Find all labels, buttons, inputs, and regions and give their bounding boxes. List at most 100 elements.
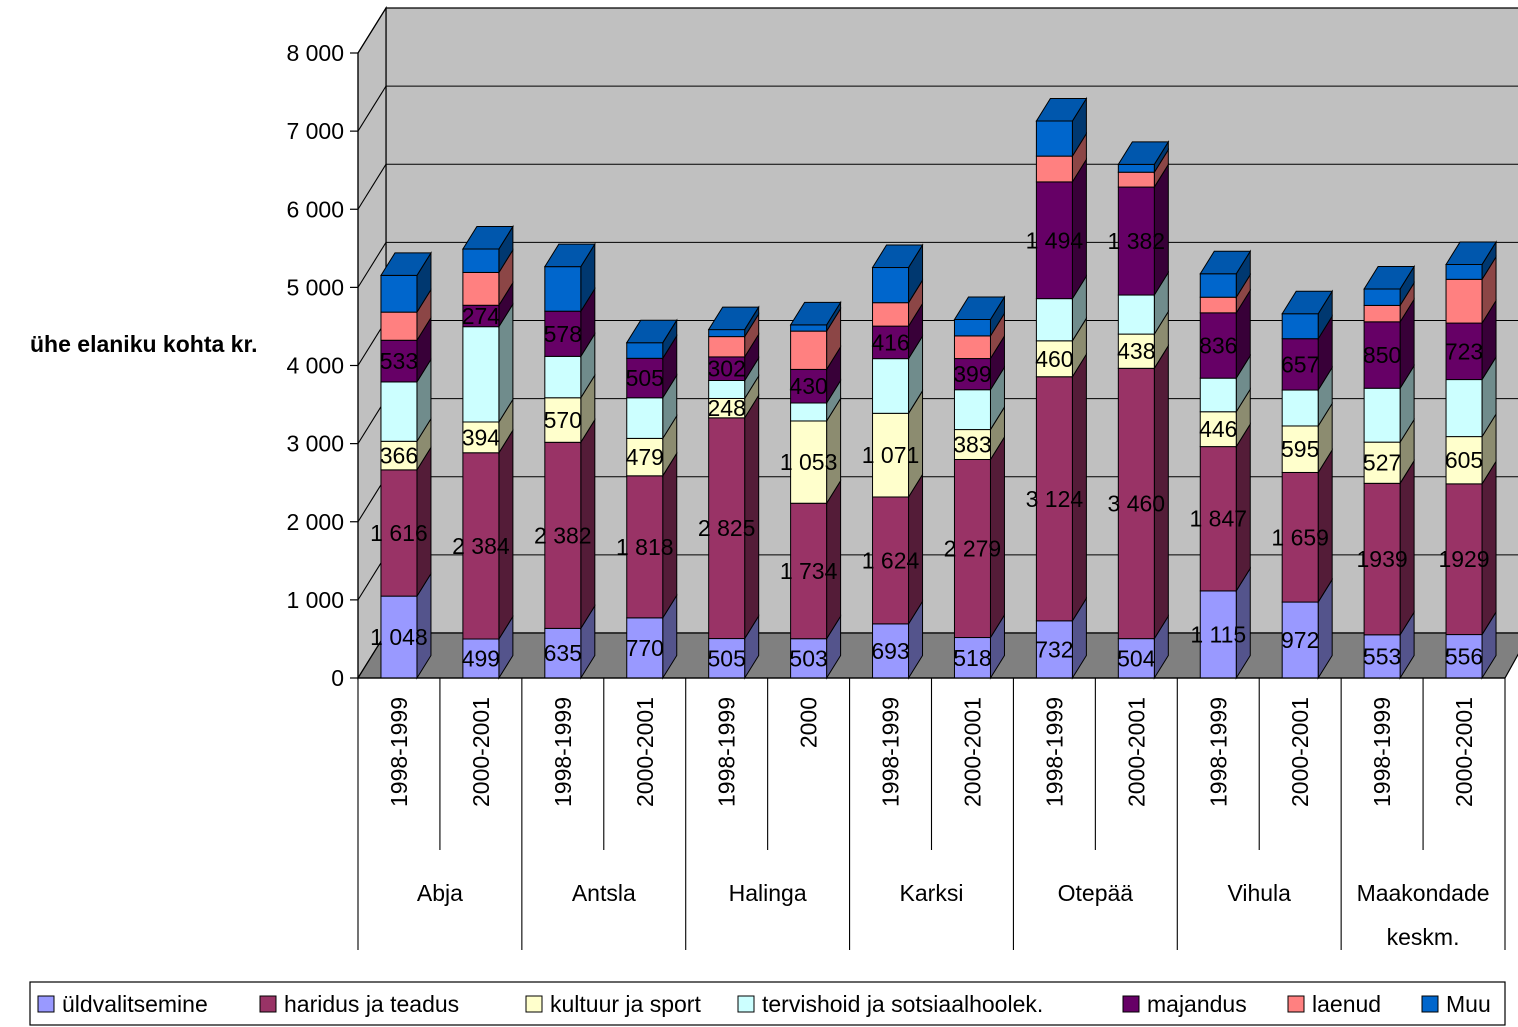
bar-segment	[380, 251, 432, 314]
bar-segment	[872, 334, 924, 416]
bar-segment	[380, 445, 432, 598]
bar-segment	[1445, 240, 1497, 282]
bar-segment	[462, 224, 514, 275]
data-label: 1 382	[1108, 228, 1166, 254]
x-axis: 1998-1999 2000-2001 1998-1999 2000-2001 1998…	[357, 677, 1506, 950]
group-label: Otepää	[1058, 880, 1134, 906]
bar-front	[1281, 389, 1319, 427]
bars: 1 048 1 616 366 533 499 2 384 394 274 635 2 382 57…	[370, 96, 1497, 680]
bar-segment	[872, 472, 924, 626]
bar-front	[380, 381, 418, 442]
data-label: 657	[1281, 351, 1319, 377]
bar-front	[544, 397, 582, 443]
data-label: 430	[789, 373, 827, 399]
bar-segment	[790, 478, 842, 641]
legend-item: haridus ja teadus	[259, 991, 459, 1017]
bar-front	[872, 325, 910, 360]
bar-segment	[1445, 610, 1497, 680]
group-label: Karksi	[900, 880, 964, 906]
data-label: 3 460	[1108, 490, 1166, 516]
bar-segment	[626, 334, 678, 400]
bar-front	[1035, 181, 1073, 300]
legend-label: majandus	[1147, 991, 1247, 1017]
bar-front	[626, 342, 664, 359]
data-label: 570	[544, 407, 582, 433]
bar-front	[462, 326, 500, 423]
bar-segment	[1199, 387, 1251, 449]
bar-front	[1199, 296, 1237, 314]
bar-segment	[544, 418, 596, 631]
bar-front	[872, 358, 910, 414]
bar-front	[626, 397, 664, 439]
bar-segment	[1035, 274, 1087, 343]
legend-swatch	[1122, 995, 1140, 1013]
gridline-side	[357, 242, 387, 288]
bar-front	[708, 336, 746, 358]
bar-front	[626, 475, 664, 619]
category-label: 1998-1999	[878, 697, 904, 807]
legend-label: haridus ja teadus	[284, 991, 459, 1017]
data-label: 1 734	[780, 558, 838, 584]
bar-front	[1117, 186, 1155, 296]
data-label: 394	[462, 424, 501, 450]
bar-segment	[380, 316, 432, 384]
bar-front	[626, 357, 664, 399]
bar-top	[625, 319, 678, 344]
group-label: Abja	[417, 880, 463, 906]
bar-segment	[1363, 417, 1415, 486]
bar-front	[1117, 163, 1155, 173]
bar-segment	[1445, 255, 1497, 325]
bar-segment	[626, 318, 678, 361]
data-label: 1929	[1438, 546, 1489, 572]
bar-top	[1445, 241, 1497, 265]
bar-top	[1035, 97, 1088, 122]
legend-swatch	[1421, 995, 1439, 1013]
bar-front	[1281, 425, 1319, 473]
legend-swatch	[525, 995, 543, 1013]
bar-segment	[1117, 270, 1169, 336]
bar-front	[1199, 273, 1237, 298]
data-label: 399	[953, 361, 991, 387]
bar-front	[1199, 377, 1237, 413]
group-label: Maakondade	[1357, 880, 1490, 906]
data-label: 556	[1445, 643, 1483, 669]
bar-front	[953, 389, 991, 431]
bar-front	[1363, 304, 1401, 323]
y-axis-title: ühe elaniku kohta kr.	[30, 331, 258, 357]
bar-segment	[1035, 157, 1087, 301]
bar-front	[953, 358, 991, 391]
bar-front	[872, 267, 910, 304]
y-axis: 0 1 000 2 000 3 000 4 000 5 000 6 000 7 000 8 00…	[286, 40, 359, 691]
bar-segment	[1199, 566, 1251, 680]
bar-front	[1199, 312, 1237, 379]
category-label: 2000-2001	[632, 697, 658, 807]
bar-segment	[953, 405, 1005, 462]
bar-segment	[1035, 352, 1087, 623]
bar-segment	[1199, 288, 1251, 380]
data-label: 533	[380, 348, 418, 374]
data-label: 1939	[1357, 546, 1408, 572]
bar-segment	[1363, 459, 1415, 637]
bar-front	[544, 441, 582, 629]
bar-segment	[1363, 363, 1415, 444]
bar-front	[1363, 387, 1401, 443]
group-label: Halinga	[729, 880, 807, 906]
data-label: 553	[1363, 643, 1401, 669]
y-tick-label: 0	[331, 665, 344, 691]
y-tick-label: 2 000	[286, 509, 344, 535]
bar-front	[1363, 441, 1401, 484]
y-tick-label: 5 000	[286, 274, 344, 300]
data-label: 3 124	[1026, 486, 1084, 512]
data-label: 460	[1035, 346, 1073, 372]
bar-front	[953, 318, 991, 337]
bar-segment	[1117, 162, 1169, 297]
data-label: 505	[626, 365, 664, 391]
bar-front	[790, 402, 828, 422]
bar-segment	[1035, 316, 1087, 379]
bar-front	[1445, 379, 1483, 438]
bar-front	[872, 412, 910, 498]
data-label: 1 818	[616, 534, 674, 560]
legend-swatch	[737, 995, 755, 1013]
bar-segment	[953, 435, 1005, 640]
